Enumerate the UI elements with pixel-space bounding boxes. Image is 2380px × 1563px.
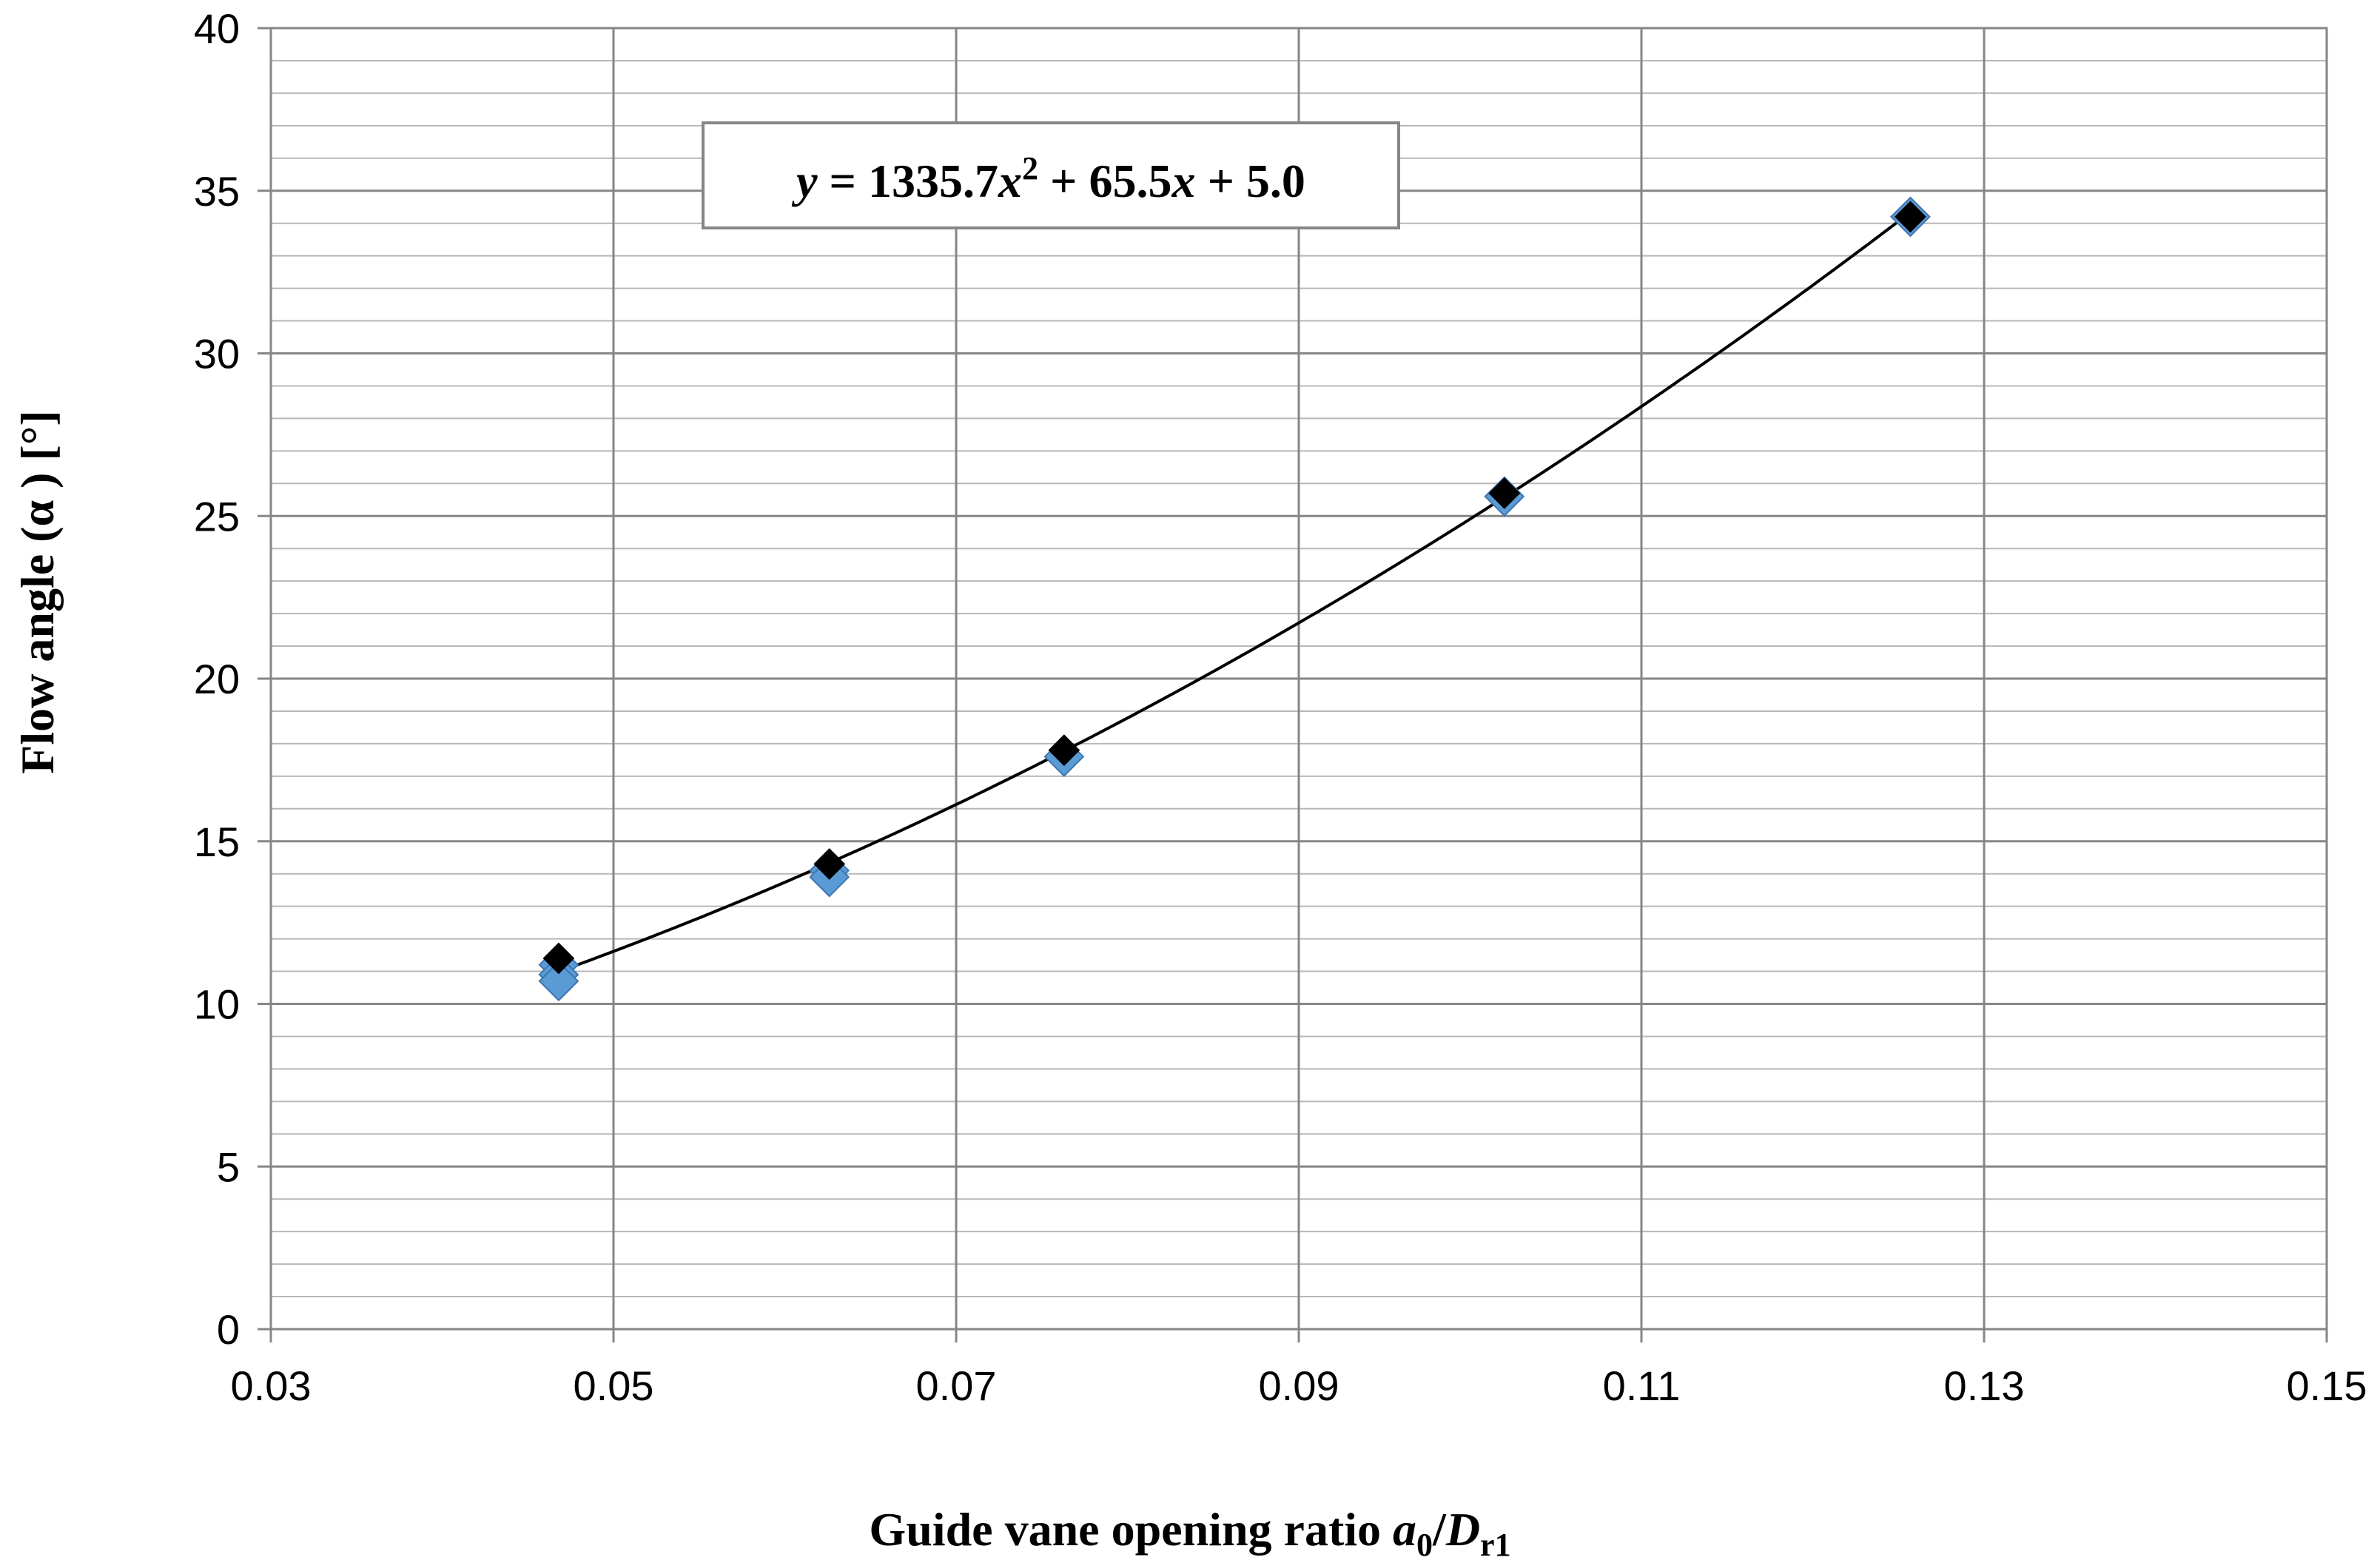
x-tick-label: 0.07 xyxy=(916,1362,997,1409)
equation-box-border xyxy=(702,121,1400,229)
data-point-black xyxy=(1488,477,1521,509)
data-point-black xyxy=(813,848,846,880)
y-tick-label: 15 xyxy=(194,819,240,865)
equation-part-3: + 5.0 xyxy=(1195,155,1305,207)
y-tick-label: 20 xyxy=(194,656,240,702)
tick-marks xyxy=(258,27,2328,1342)
equation-x-squared: x xyxy=(998,155,1022,207)
x-axis-title-a: a xyxy=(1393,1503,1416,1556)
x-axis-title-a-subscript: 0 xyxy=(1416,1527,1433,1563)
x-tick-labels: 0.03 0.05 0.07 0.09 0.11 0.13 0.15 xyxy=(231,1362,2367,1409)
x-axis-title-d: D xyxy=(1445,1503,1480,1556)
trendline-equation: y = 1335.7x2 + 65.5x + 5.0 xyxy=(791,150,1305,207)
major-gridlines xyxy=(271,28,2327,1329)
x-axis-title: Guide vane opening ratio a0/Dr1 xyxy=(869,1503,1510,1563)
plot-area xyxy=(258,27,2328,1342)
x-tick-label: 0.11 xyxy=(1603,1362,1681,1409)
x-axis-title-prefix: Guide vane opening ratio xyxy=(869,1503,1393,1556)
x-axis-title-slash: / xyxy=(1432,1503,1447,1556)
x-tick-label: 0.13 xyxy=(1944,1362,2025,1409)
equation-x: x xyxy=(1171,155,1195,207)
equation-part-1: = 1335.7 xyxy=(818,155,998,207)
equation-exponent: 2 xyxy=(1022,150,1038,186)
data-point-blue xyxy=(538,961,579,1002)
data-point-black xyxy=(542,942,575,975)
y-tick-label: 10 xyxy=(194,981,240,1028)
y-tick-label: 5 xyxy=(217,1143,240,1190)
y-tick-label: 40 xyxy=(194,5,240,52)
trendline xyxy=(558,211,1912,973)
x-axis-title-d-subscript: r1 xyxy=(1480,1527,1511,1563)
equation-part-2: + 65.5 xyxy=(1038,155,1171,207)
x-tick-label: 0.03 xyxy=(231,1362,312,1409)
y-tick-label: 0 xyxy=(217,1306,240,1353)
y-tick-labels: 0 5 10 15 20 25 30 35 40 xyxy=(194,5,240,1353)
x-tick-label: 0.09 xyxy=(1259,1362,1339,1409)
data-point-black xyxy=(1895,201,1926,233)
y-tick-label: 30 xyxy=(194,331,240,377)
x-tick-label: 0.05 xyxy=(574,1362,654,1409)
x-tick-label: 0.15 xyxy=(2287,1362,2367,1409)
data-markers xyxy=(538,196,1931,1002)
equation-box: y = 1335.7x2 + 65.5x + 5.0 xyxy=(702,121,1400,229)
y-tick-label: 35 xyxy=(194,168,240,215)
y-axis-title: Flow angle (α ) [°] xyxy=(11,410,64,773)
y-tick-label: 25 xyxy=(194,493,240,540)
data-point-black xyxy=(1048,734,1080,767)
